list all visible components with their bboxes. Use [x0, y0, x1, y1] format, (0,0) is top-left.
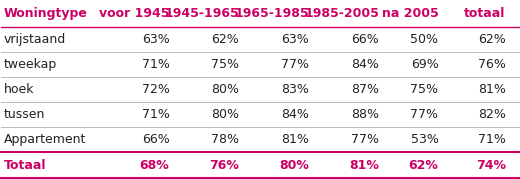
Text: 77%: 77% [281, 58, 309, 71]
Text: 77%: 77% [351, 133, 379, 146]
Text: 66%: 66% [142, 133, 170, 146]
Text: 74%: 74% [476, 159, 505, 171]
Text: 87%: 87% [351, 83, 379, 96]
Text: 53%: 53% [411, 133, 438, 146]
Text: 82%: 82% [478, 108, 505, 121]
Text: 62%: 62% [478, 33, 505, 46]
Text: 75%: 75% [211, 58, 239, 71]
Text: vrijstaand: vrijstaand [4, 33, 66, 46]
Text: 78%: 78% [211, 133, 239, 146]
Text: totaal: totaal [464, 8, 505, 20]
Text: 75%: 75% [410, 83, 438, 96]
Text: 1965-1985: 1965-1985 [235, 8, 309, 20]
Text: 66%: 66% [351, 33, 379, 46]
Text: Appartement: Appartement [4, 133, 86, 146]
Text: 62%: 62% [409, 159, 438, 171]
Text: 81%: 81% [281, 133, 309, 146]
Text: 80%: 80% [279, 159, 309, 171]
Text: 63%: 63% [281, 33, 309, 46]
Text: 62%: 62% [212, 33, 239, 46]
Text: Totaal: Totaal [4, 159, 46, 171]
Text: 50%: 50% [410, 33, 438, 46]
Text: 83%: 83% [281, 83, 309, 96]
Text: 84%: 84% [351, 58, 379, 71]
Text: 81%: 81% [349, 159, 379, 171]
Text: 76%: 76% [210, 159, 239, 171]
Text: 71%: 71% [478, 133, 505, 146]
Text: Woningtype: Woningtype [4, 8, 88, 20]
Text: 81%: 81% [478, 83, 505, 96]
Text: 63%: 63% [142, 33, 170, 46]
Text: 80%: 80% [211, 108, 239, 121]
Text: 68%: 68% [140, 159, 170, 171]
Text: 72%: 72% [141, 83, 170, 96]
Text: 77%: 77% [410, 108, 438, 121]
Text: 69%: 69% [411, 58, 438, 71]
Text: 84%: 84% [281, 108, 309, 121]
Text: voor 1945: voor 1945 [99, 8, 170, 20]
Text: 80%: 80% [211, 83, 239, 96]
Text: tweekap: tweekap [4, 58, 57, 71]
Text: 71%: 71% [141, 108, 170, 121]
Text: 1985-2005: 1985-2005 [304, 8, 379, 20]
Text: 88%: 88% [351, 108, 379, 121]
Text: na 2005: na 2005 [382, 8, 438, 20]
Text: hoek: hoek [4, 83, 34, 96]
Text: 71%: 71% [141, 58, 170, 71]
Text: 76%: 76% [478, 58, 505, 71]
Text: tussen: tussen [4, 108, 45, 121]
Text: 1945-1965: 1945-1965 [164, 8, 239, 20]
